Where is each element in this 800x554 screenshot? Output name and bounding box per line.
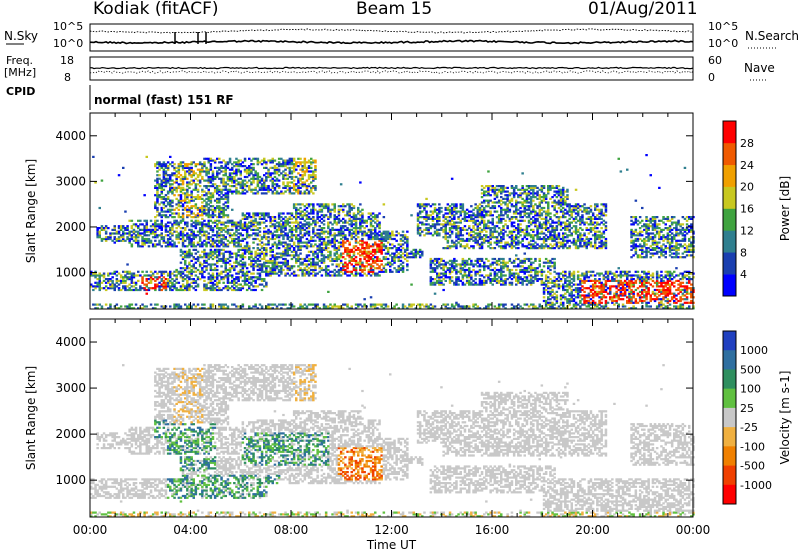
power-colorbar-swatch-6 [723, 142, 736, 166]
velocity-colorbar-frame [722, 330, 737, 505]
nave-tick-high: 60 [708, 54, 722, 67]
velocity-xlabel: Time UT [366, 538, 417, 552]
freq-tick-low: 8 [64, 71, 71, 84]
velocity-colorbar-tick-4: -25 [740, 421, 758, 434]
velocity-colorbar-tick-0: 1000 [740, 344, 768, 357]
velocity-ytick-label-1: 2000 [55, 427, 86, 441]
noise-right-tick-high: 10^5 [708, 20, 739, 33]
power-cells [90, 154, 695, 310]
power-colorbar-tick-5: 24 [740, 159, 754, 172]
noise-panel-frame [89, 23, 694, 52]
velocity-xtick-label-2: 08:00 [274, 523, 309, 537]
power-colorbar-tick-0: 4 [740, 268, 747, 281]
velocity-colorbar-tick-6: -500 [740, 460, 765, 473]
velocity-colorbar-swatch-6 [723, 446, 736, 466]
power-colorbar-tick-3: 16 [740, 203, 754, 216]
nave-trace [89, 70, 694, 74]
noise-sky-trace [89, 39, 694, 45]
power-colorbar-swatch-0 [723, 274, 736, 297]
noise-right-tick-low: 10^0 [708, 37, 739, 50]
power-colorbar-swatch-3 [723, 208, 736, 231]
power-ytick-label-3: 4000 [55, 129, 86, 143]
freq-tick-high: 18 [60, 54, 74, 67]
velocity-colorbar-tick-1: 500 [740, 363, 761, 376]
velocity-xtick-label-4: 16:00 [475, 523, 510, 537]
freq-label-2: [MHz] [4, 66, 37, 79]
velocity-ylabel: Slant Range [km] [24, 366, 38, 470]
velocity-colorbar-swatch-4 [723, 407, 736, 428]
power-colorbar-swatch-5 [723, 164, 736, 187]
power-colorbar-swatch-7 [723, 121, 736, 144]
velocity-ytick-label-2: 3000 [55, 381, 86, 395]
power-ytick-label-2: 3000 [55, 174, 86, 188]
velocity-xtick-label-1: 04:00 [173, 523, 208, 537]
power-ytick-label-0: 1000 [55, 266, 86, 280]
velocity-ytick-label-0: 1000 [55, 473, 86, 487]
nave-label: Nave [744, 61, 775, 75]
velocity-colorbar-swatch-1 [723, 350, 736, 370]
freq-trace [89, 66, 694, 70]
velocity-colorbar-swatch-3 [723, 388, 736, 409]
velocity-colorbar-swatch-8 [723, 484, 736, 505]
velocity-xtick-label-5: 20:00 [575, 523, 610, 537]
velocity-colorbar-swatch-7 [723, 465, 736, 486]
noise-right-label: N.Search [745, 29, 800, 43]
noise-left-tick-high: 10^5 [53, 20, 84, 33]
velocity-colorbar-tick-2: 100 [740, 383, 761, 396]
velocity-panel [89, 318, 737, 518]
power-colorbar-label: Power [dB] [778, 176, 792, 241]
noise-left-label: N.Sky [4, 29, 39, 43]
freq-label-1: Freq. [6, 54, 34, 67]
velocity-colorbar-tick-3: 25 [740, 402, 754, 415]
power-colorbar [722, 120, 737, 297]
power-colorbar-tick-1: 8 [740, 246, 747, 259]
velocity-colorbar-swatch-5 [723, 427, 736, 447]
velocity-colorbar-swatch-0 [723, 331, 736, 351]
velocity-xtick-label-3: 12:00 [374, 523, 409, 537]
velocity-colorbar [722, 330, 737, 505]
velocity-colorbar-swatch-2 [723, 369, 736, 389]
nave-tick-low: 0 [708, 71, 715, 84]
velocity-colorbar-label: Velocity [m s-1] [778, 371, 792, 465]
noise-search-trace [89, 28, 694, 34]
velocity-ytick-label-3: 4000 [55, 335, 86, 349]
date-title: 01/Aug/2011 [588, 0, 698, 19]
power-ylabel: Slant Range [km] [24, 159, 38, 263]
velocity-xtick-label-0: 00:00 [73, 523, 108, 537]
velocity-colorbar-tick-7: -1000 [740, 479, 772, 492]
power-colorbar-tick-4: 20 [740, 181, 754, 194]
beam-title: Beam 15 [356, 0, 433, 19]
velocity-cells [90, 364, 695, 518]
power-colorbar-tick-2: 12 [740, 224, 754, 237]
power-panel [89, 112, 737, 310]
power-colorbar-tick-6: 28 [740, 137, 754, 150]
power-colorbar-swatch-2 [723, 230, 736, 253]
velocity-xtick-label-6: 00:00 [676, 523, 711, 537]
cpid-text: normal (fast) 151 RF [94, 93, 234, 107]
velocity-colorbar-tick-5: -100 [740, 440, 765, 453]
power-colorbar-frame [722, 120, 737, 297]
power-ytick-label-1: 2000 [55, 220, 86, 234]
cpid-label: CPID [6, 85, 36, 98]
station-title: Kodiak (fitACF) [93, 0, 219, 19]
noise-left-tick-low: 10^0 [53, 37, 84, 50]
power-colorbar-swatch-4 [723, 186, 736, 209]
power-colorbar-swatch-1 [723, 252, 736, 275]
